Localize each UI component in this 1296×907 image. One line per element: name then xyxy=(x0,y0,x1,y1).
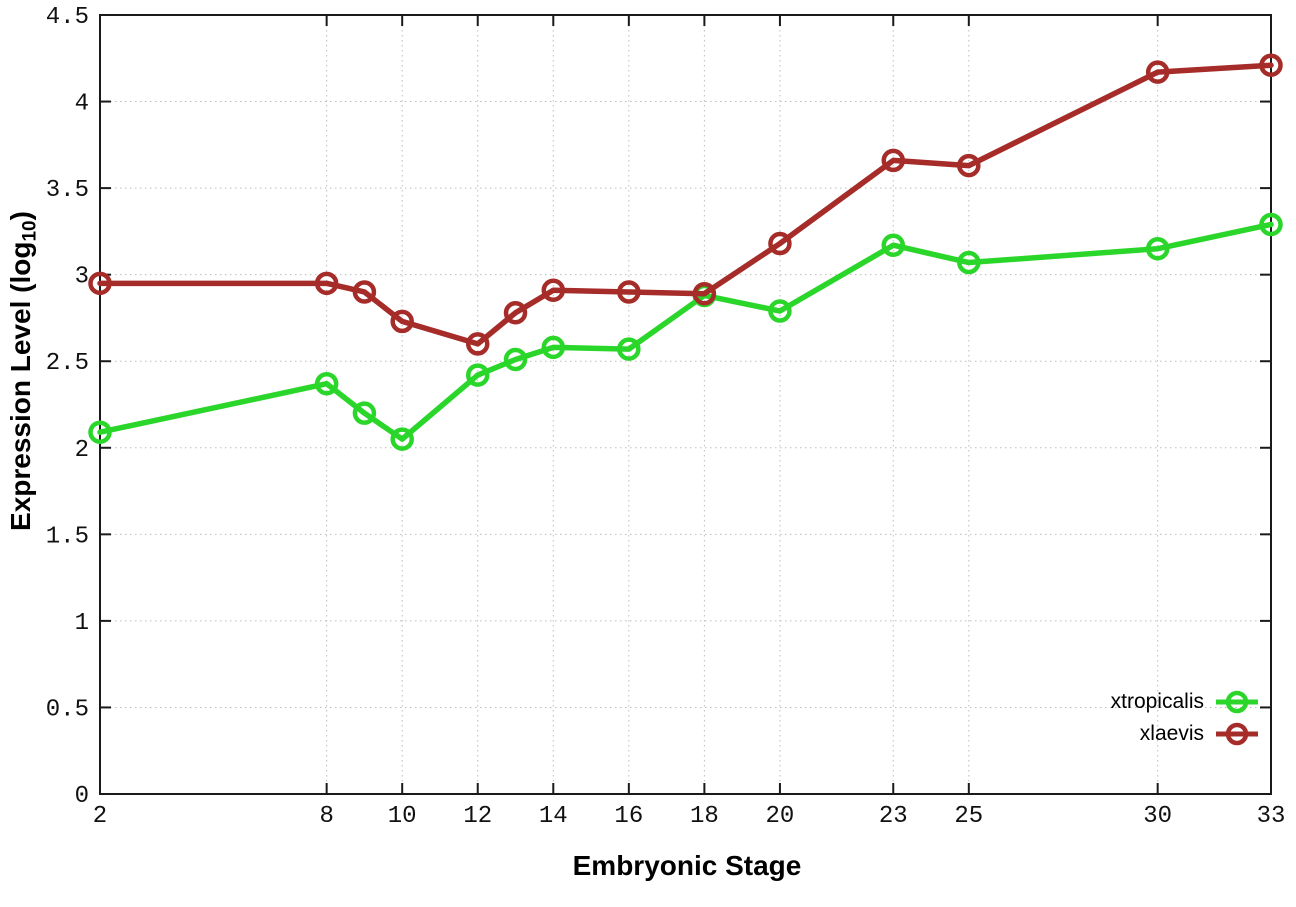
x-tick-label: 30 xyxy=(1143,803,1172,830)
series-xtropicalis xyxy=(88,212,1283,451)
data-point-marker xyxy=(352,280,377,304)
gridlines xyxy=(100,15,1271,794)
plot-border xyxy=(99,14,1272,795)
data-point-marker xyxy=(88,420,112,444)
y-axis-title-subscript: 10 xyxy=(19,220,41,242)
y-tick-label: 0.5 xyxy=(46,696,89,723)
data-point-marker xyxy=(88,271,112,296)
data-point-marker xyxy=(768,231,792,256)
data-point-marker xyxy=(541,335,566,360)
x-tick-labels: 2 8 10 12 14 16 18 20 23 25 30 33 xyxy=(93,803,1286,830)
x-tick-label: 10 xyxy=(388,803,417,830)
y-axis-title-suffix: ) xyxy=(5,211,36,221)
data-point-marker xyxy=(465,363,490,387)
y-tick-label: 4.5 xyxy=(46,4,89,31)
data-point-marker xyxy=(957,250,981,275)
data-point-marker xyxy=(541,278,566,302)
data-point-marker xyxy=(617,337,641,361)
data-point-marker xyxy=(881,148,906,173)
data-point-marker xyxy=(768,299,792,323)
data-point-marker xyxy=(1145,236,1170,261)
x-tick-label: 14 xyxy=(539,803,568,830)
data-point-marker xyxy=(1145,60,1170,84)
y-axis-title: Expression Level (log10) xyxy=(5,111,43,631)
data-point-marker xyxy=(390,309,414,334)
series-xlaevis xyxy=(88,53,1283,356)
x-tick-label: 16 xyxy=(614,803,643,830)
y-tick-label: 2 xyxy=(75,437,89,464)
x-tick-label: 2 xyxy=(93,803,107,830)
legend-label: xtropicalis xyxy=(1110,690,1204,713)
x-tick-label: 12 xyxy=(463,803,492,830)
y-tick-label: 1 xyxy=(75,610,89,637)
data-point-marker xyxy=(465,332,490,356)
x-tick-label: 23 xyxy=(879,803,908,830)
legend-item-xtropicalis: xtropicalis xyxy=(1111,687,1260,716)
x-tick-label: 33 xyxy=(1257,803,1286,830)
y-axis-title-text: Expression Level (log xyxy=(5,241,36,531)
y-tick-label: 3 xyxy=(75,264,89,291)
line-marker-icon xyxy=(1216,690,1258,713)
x-tick-label: 25 xyxy=(954,803,983,830)
data-point-marker xyxy=(1259,212,1283,237)
data-point-marker xyxy=(503,347,528,372)
legend-label: xlaevis xyxy=(1139,722,1204,745)
x-tick-label: 20 xyxy=(766,803,795,830)
y-tick-label: 3.5 xyxy=(46,177,89,204)
legend: xtropicalis xlaevis xyxy=(1111,687,1260,748)
data-point-marker xyxy=(617,280,641,304)
y-tick-label: 1.5 xyxy=(46,523,89,550)
y-tick-label: 0 xyxy=(75,783,89,810)
data-point-marker xyxy=(352,401,377,425)
x-axis-title: Embryonic Stage xyxy=(572,850,802,881)
data-point-marker xyxy=(314,371,339,396)
series-line xyxy=(97,62,1274,347)
data-point-marker xyxy=(314,271,339,296)
legend-item-xlaevis: xlaevis xyxy=(1140,719,1260,748)
series-line xyxy=(97,221,1274,442)
data-point-marker xyxy=(957,153,981,178)
data-point-marker xyxy=(390,427,414,451)
y-tick-labels: 0 0.5 1 1.5 2 2.5 3 3.5 4 4.5 xyxy=(46,4,89,810)
line-marker-icon xyxy=(1216,722,1258,745)
data-point-marker xyxy=(881,233,906,257)
y-tick-label: 2.5 xyxy=(46,350,89,377)
y-tick-label: 4 xyxy=(75,91,89,118)
x-tick-label: 8 xyxy=(319,803,333,830)
data-point-marker xyxy=(692,281,717,306)
x-tick-label: 18 xyxy=(690,803,719,830)
data-point-marker xyxy=(503,301,528,325)
tick-marks xyxy=(99,14,1272,795)
data-point-marker xyxy=(1259,53,1283,77)
